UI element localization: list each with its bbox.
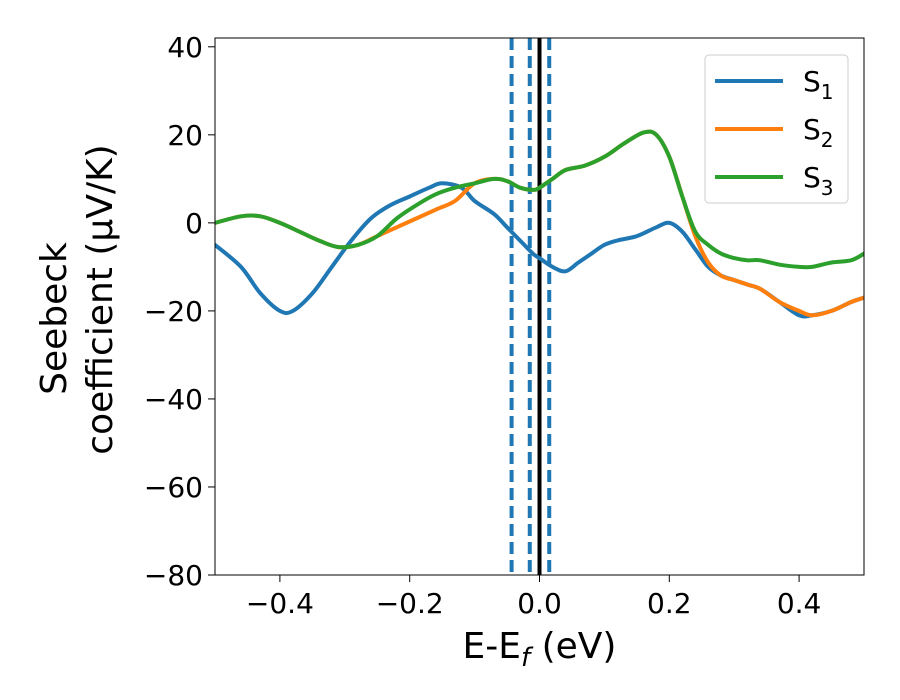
y-axis-label-line1: Seebeck [34,242,75,395]
series-lines [215,129,864,319]
y-tick-label: 0 [185,207,203,240]
legend-label-s1: S1 [803,65,834,104]
y-tick-label: −60 [144,471,203,504]
y-tick-label: 40 [167,31,203,64]
y-axis-ticks: 40 20 0 −20 −40 −60 −80 [144,31,215,592]
x-tick-label: −0.2 [376,587,444,620]
legend-label-s3: S3 [803,161,834,200]
x-tick-label: −0.4 [246,587,314,620]
x-axis-label-main: E-E [463,626,521,667]
y-tick-label: −80 [144,559,203,592]
y-axis-label-line2: coefficient (μV/K) [80,144,121,454]
x-tick-label: 0.4 [777,587,822,620]
x-axis-ticks: −0.4 −0.2 0.0 0.2 0.4 [246,575,821,620]
x-axis-label-unit: (eV) [530,626,616,667]
legend: S1 S2 S3 [704,54,849,204]
y-tick-label: 20 [167,119,203,152]
x-tick-label: 0.0 [517,587,562,620]
y-tick-label: −20 [144,295,203,328]
fermi-lines [509,38,552,575]
y-tick-label: −40 [144,383,203,416]
x-axis-label: E-Ef (eV) [463,626,617,673]
series-line-s3 [215,129,864,270]
legend-label-s2: S2 [803,113,834,152]
x-tick-label: 0.2 [647,587,692,620]
